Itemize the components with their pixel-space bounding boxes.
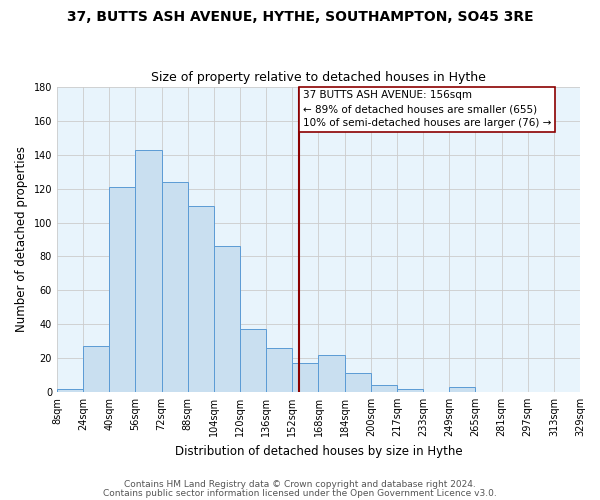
Text: Contains public sector information licensed under the Open Government Licence v3: Contains public sector information licen… xyxy=(103,488,497,498)
Bar xyxy=(240,330,266,392)
Bar xyxy=(266,348,292,392)
Text: 37, BUTTS ASH AVENUE, HYTHE, SOUTHAMPTON, SO45 3RE: 37, BUTTS ASH AVENUE, HYTHE, SOUTHAMPTON… xyxy=(67,10,533,24)
Bar xyxy=(161,182,188,392)
Bar xyxy=(397,388,423,392)
Bar xyxy=(136,150,161,392)
Bar xyxy=(344,374,371,392)
Bar xyxy=(109,187,136,392)
Bar xyxy=(57,388,83,392)
Y-axis label: Number of detached properties: Number of detached properties xyxy=(15,146,28,332)
Bar xyxy=(188,206,214,392)
Text: Contains HM Land Registry data © Crown copyright and database right 2024.: Contains HM Land Registry data © Crown c… xyxy=(124,480,476,489)
Text: 37 BUTTS ASH AVENUE: 156sqm
← 89% of detached houses are smaller (655)
10% of se: 37 BUTTS ASH AVENUE: 156sqm ← 89% of det… xyxy=(303,90,551,128)
Bar xyxy=(319,354,344,392)
Bar xyxy=(83,346,109,392)
X-axis label: Distribution of detached houses by size in Hythe: Distribution of detached houses by size … xyxy=(175,444,462,458)
Bar xyxy=(449,387,475,392)
Title: Size of property relative to detached houses in Hythe: Size of property relative to detached ho… xyxy=(151,72,486,85)
Bar xyxy=(292,363,319,392)
Bar xyxy=(214,246,240,392)
Bar xyxy=(371,385,397,392)
